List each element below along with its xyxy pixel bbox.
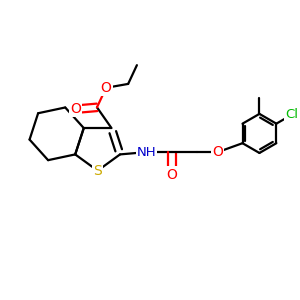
Text: S: S [93, 164, 102, 178]
Text: NH: NH [137, 146, 156, 159]
Text: O: O [70, 102, 81, 116]
Text: O: O [166, 167, 177, 182]
Text: O: O [212, 145, 223, 159]
Text: Cl: Cl [285, 108, 298, 121]
Text: O: O [100, 81, 112, 95]
